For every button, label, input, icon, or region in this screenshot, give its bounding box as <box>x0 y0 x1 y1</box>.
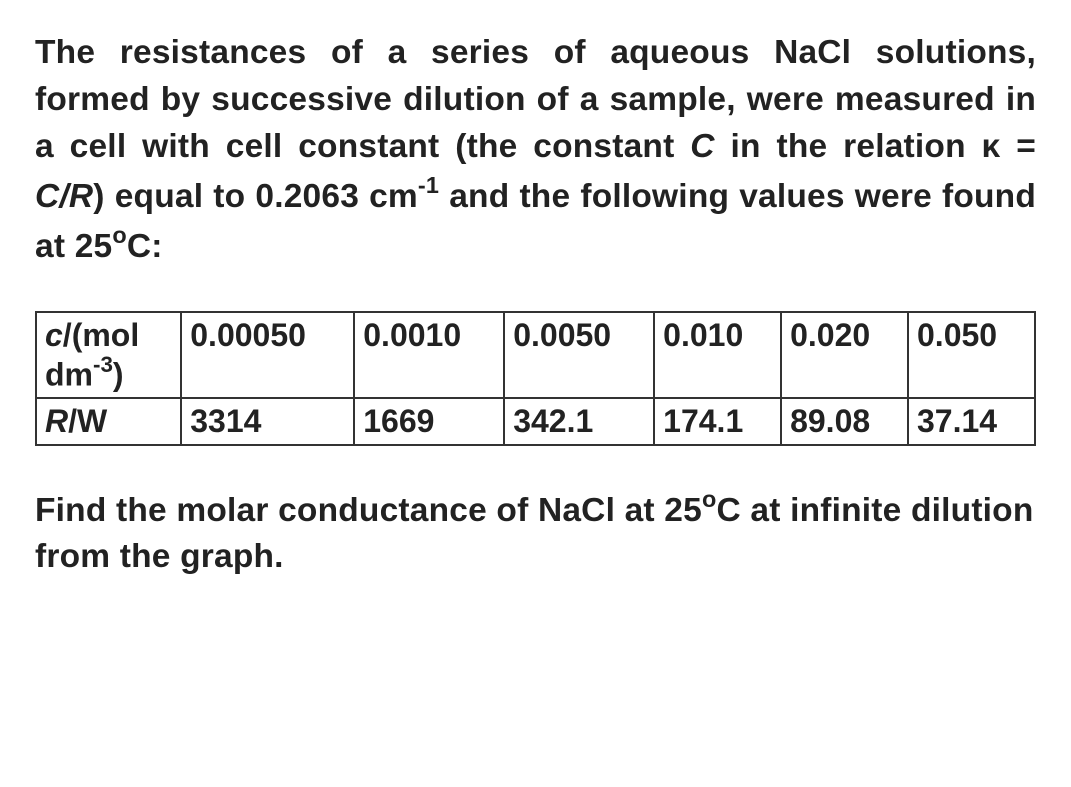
table-cell: 342.1 <box>504 398 654 445</box>
table-cell: 174.1 <box>654 398 781 445</box>
table-cell: 1669 <box>354 398 504 445</box>
table-row-concentration: c/(moldm-3) 0.00050 0.0010 0.0050 0.010 … <box>36 312 1035 399</box>
problem-question: Find the molar conductance of NaCl at 25… <box>35 486 1036 579</box>
table-cell: 37.14 <box>908 398 1035 445</box>
table-cell: 0.050 <box>908 312 1035 399</box>
table-cell: 89.08 <box>781 398 908 445</box>
row-header-concentration: c/(moldm-3) <box>36 312 181 399</box>
table-cell: 0.0050 <box>504 312 654 399</box>
table-cell: 3314 <box>181 398 354 445</box>
table-cell: 0.00050 <box>181 312 354 399</box>
row-header-resistance: R/W <box>36 398 181 445</box>
table-cell: 0.010 <box>654 312 781 399</box>
table-cell: 0.020 <box>781 312 908 399</box>
data-table: c/(moldm-3) 0.00050 0.0010 0.0050 0.010 … <box>35 311 1036 447</box>
table-cell: 0.0010 <box>354 312 504 399</box>
problem-statement: The resistances of a series of aqueous N… <box>35 30 1036 271</box>
table-row-resistance: R/W 3314 1669 342.1 174.1 89.08 37.14 <box>36 398 1035 445</box>
